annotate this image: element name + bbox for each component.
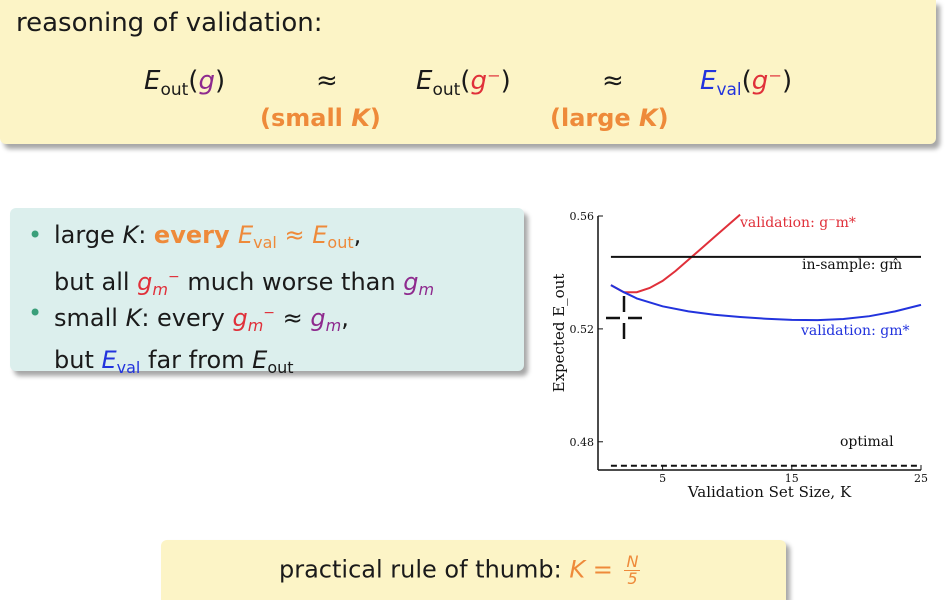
label-validation-gm: validation: gm* (800, 323, 909, 339)
chart-axes: 0.48 0.52 0.56 5 15 25 Validation Set Size, K E… (550, 210, 928, 501)
cursor-crosshair-icon (606, 296, 642, 339)
approx-symbol-2: ≈ (602, 66, 624, 96)
formula-eout-gminus: Eout(g⁻) (416, 66, 511, 100)
y-tick-label: 0.48 (570, 436, 595, 449)
y-axis-label: Expected E_out (550, 274, 568, 393)
reasoning-panel: reasoning of validation: Eout(g) ≈ (smal… (0, 0, 936, 144)
series-line-0 (610, 213, 741, 294)
x-tick-label: 15 (785, 472, 799, 485)
chart-labels: validation: g⁻m* in-sample: gm̂ validation… (739, 215, 909, 450)
label-in-sample: in-sample: gm̂ (802, 257, 902, 273)
label-optimal: optimal (840, 434, 894, 450)
series-line-2 (610, 284, 922, 322)
x-tick-label: 25 (914, 472, 928, 485)
condition-large-k: (large K) (550, 104, 669, 132)
reasoning-title: reasoning of validation: (16, 8, 323, 38)
chart-series (610, 213, 922, 467)
bullet-dot-icon: • (28, 221, 43, 249)
validation-size-chart: 0.48 0.52 0.56 5 15 25 Validation Set Size, K E… (550, 210, 928, 501)
approx-symbol-1: ≈ (316, 66, 338, 96)
bullet-large-k: • large K: every Eval ≈ Eout, but all gm… (28, 218, 434, 307)
x-axis-label: Validation Set Size, K (687, 483, 852, 501)
bullet-dot-icon: • (28, 299, 43, 327)
y-tick-label: 0.52 (570, 323, 595, 336)
y-tick-label: 0.56 (570, 210, 595, 223)
formula-eout-g: Eout(g) (144, 66, 226, 100)
x-tick-label: 5 (659, 472, 666, 485)
bullet-small-k: • small K: every gm− ≈ gm, but Eval far … (28, 296, 349, 385)
tradeoff-bullets: • large K: every Eval ≈ Eout, but all gm… (10, 208, 524, 377)
label-validation-gminus: validation: g⁻m* (739, 215, 856, 231)
condition-small-k: (small K) (260, 104, 381, 132)
formula-eval-gminus: Eval(g⁻) (700, 66, 793, 100)
